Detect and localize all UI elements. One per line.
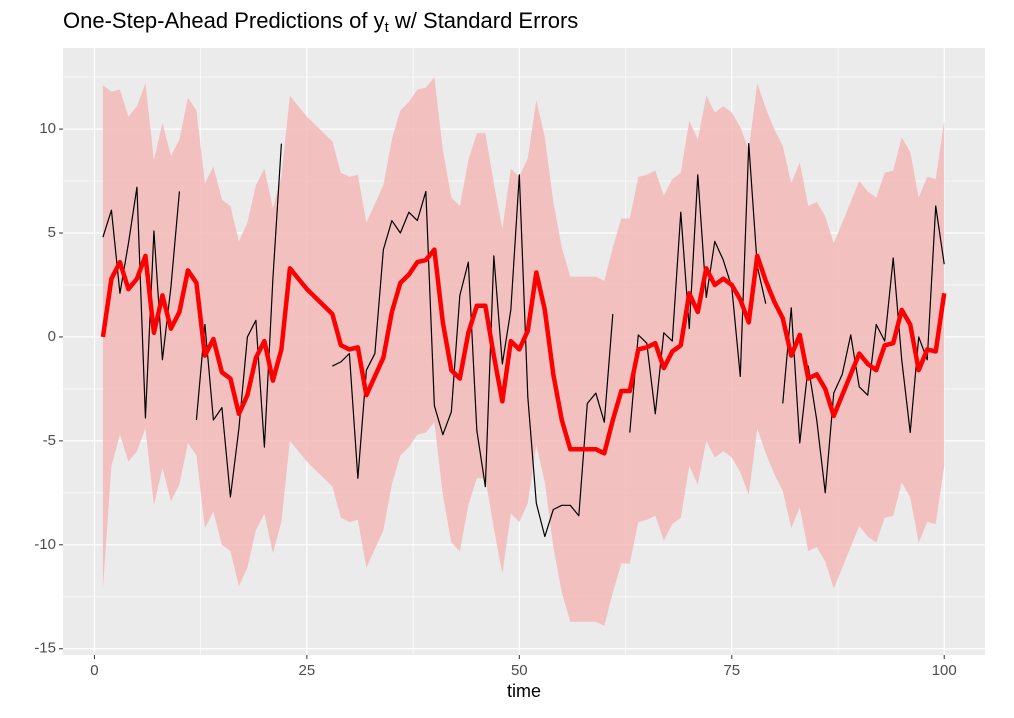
x-tick-label: 0: [90, 662, 98, 679]
y-tick-label: 10: [39, 120, 56, 137]
y-tick-label: -10: [34, 536, 56, 553]
series-line: [100, 247, 947, 456]
title-text: w/ Standard Errors: [389, 8, 579, 33]
title-subscript: t: [385, 19, 390, 36]
y-tick-label: -5: [43, 432, 56, 449]
y-tick-label: -15: [34, 640, 56, 657]
error-band: [102, 77, 945, 626]
x-tick-label: 50: [511, 662, 528, 679]
title-text: One-Step-Ahead Predictions of y: [63, 8, 385, 33]
x-tick-label: 100: [932, 662, 957, 679]
x-tick-label: 75: [723, 662, 740, 679]
x-tick-label: 25: [299, 662, 316, 679]
series-line: [102, 143, 945, 538]
x-axis-label: time: [507, 681, 541, 701]
chart-title: One-Step-Ahead Predictions of yt w/ Stan…: [63, 8, 578, 36]
y-tick-label: 0: [48, 328, 56, 345]
y-tick-label: 5: [48, 224, 56, 241]
